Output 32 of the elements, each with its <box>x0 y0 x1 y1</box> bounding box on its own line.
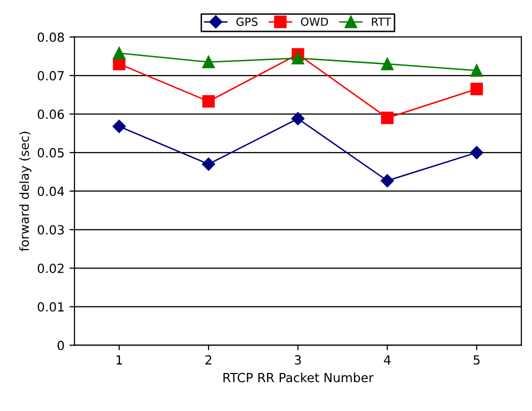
x-tick-label: 5 <box>474 355 480 365</box>
y-tick-label: 0.07 <box>38 70 64 80</box>
point <box>112 120 126 133</box>
x-tick-label: 1 <box>116 355 122 364</box>
x-axis-title: RTCP RR Packet Number <box>223 372 374 382</box>
point <box>202 95 215 108</box>
legend-label: GPS <box>236 18 258 26</box>
legend-label: RTT <box>372 18 392 26</box>
y-axis-title: forward delay (sec) <box>19 132 32 252</box>
y-tick-label: 0.02 <box>38 264 64 274</box>
point <box>470 64 483 77</box>
point <box>470 146 484 160</box>
y-tick-label: 0.06 <box>38 110 64 119</box>
x-tick-label: 4 <box>384 355 391 364</box>
y-tick-label: 0 <box>58 340 64 350</box>
point <box>381 112 394 124</box>
y-tick-label: 0.05 <box>38 148 64 158</box>
point <box>202 56 215 68</box>
y-tick-label: 0.01 <box>38 302 64 312</box>
point <box>112 46 126 60</box>
point <box>381 58 394 70</box>
y-tick-label: 0.03 <box>38 225 64 235</box>
y-tick-label: 0.04 <box>38 186 64 196</box>
point <box>291 112 305 126</box>
point <box>380 174 394 188</box>
x-tick-label: 2 <box>205 355 212 364</box>
point <box>470 82 483 96</box>
y-tick-label: 0.08 <box>38 32 64 42</box>
point <box>202 158 216 171</box>
x-tick-label: 3 <box>294 355 301 365</box>
point <box>292 52 304 64</box>
legend-label: OWD <box>300 18 328 26</box>
